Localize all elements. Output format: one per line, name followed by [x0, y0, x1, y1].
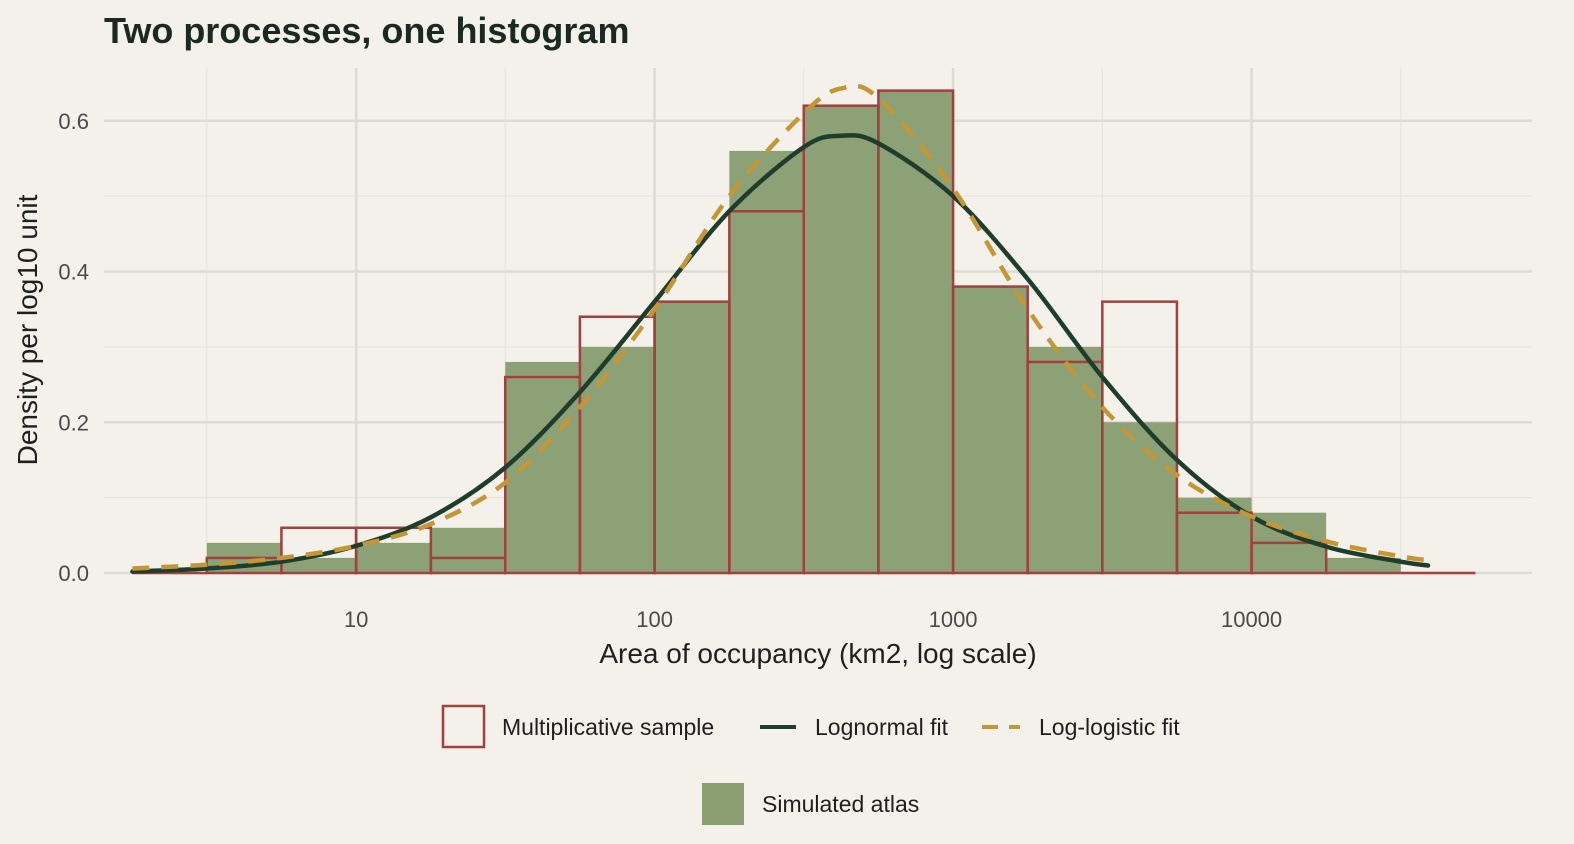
y-axis-title: Density per log10 unit [12, 194, 43, 465]
x-tick-label: 1000 [929, 607, 978, 632]
legend-item-simulated-atlas: Simulated atlas [702, 783, 919, 825]
simulated-atlas-bar [1326, 557, 1401, 573]
simulated-atlas-bar [729, 150, 804, 573]
legend-label: Simulated atlas [762, 791, 919, 817]
x-tick-label: 10000 [1221, 607, 1282, 632]
legend: Multiplicative sample Lognormal fit Log-… [441, 704, 1180, 825]
y-tick-label: 0.6 [58, 109, 89, 134]
simulated-atlas-bar [356, 542, 431, 573]
x-tick-label: 10 [344, 607, 368, 632]
legend-item-multiplicative-sample: Multiplicative sample [441, 704, 714, 749]
multiplicative-sample-bars [132, 89, 1476, 575]
legend-label: Lognormal fit [815, 714, 949, 740]
legend-label: Log-logistic fit [1039, 714, 1180, 740]
simulated-atlas-bar [654, 301, 730, 573]
y-tick-label: 0.4 [58, 260, 89, 285]
simulated-atlas-bar [579, 346, 655, 573]
x-axis-title: Area of occupancy (km2, log scale) [599, 638, 1036, 669]
simulated-atlas-bar [430, 527, 506, 573]
multiplicative-sample-bar [354, 526, 433, 575]
legend-label: Multiplicative sample [502, 714, 714, 740]
legend-swatch-filled [702, 783, 744, 825]
simulated-atlas-bar [281, 557, 357, 573]
lognormal-fit-line [130, 133, 1431, 574]
legend-item-lognormal-fit: Lognormal fit [760, 714, 949, 740]
fit-curves [130, 83, 1431, 574]
x-tick-label: 100 [636, 607, 673, 632]
multiplicative-sample-bar [1250, 541, 1328, 575]
simulated-atlas-bar [878, 90, 954, 573]
simulated-atlas-bar [1102, 422, 1177, 573]
chart-title: Two processes, one histogram [104, 10, 629, 51]
legend-item-log-logistic-fit: Log-logistic fit [982, 714, 1180, 740]
simulated-atlas-bar [505, 361, 580, 573]
log-logistic-fit-line [132, 83, 1429, 571]
y-tick-label: 0.0 [58, 561, 89, 586]
simulated-atlas-bar [1027, 346, 1103, 573]
legend-swatch-outline [441, 704, 486, 749]
y-tick-label: 0.2 [58, 410, 89, 435]
simulated-atlas-bar [953, 286, 1028, 573]
simulated-atlas-bar [803, 105, 879, 573]
multiplicative-sample-bar [1101, 300, 1179, 575]
tick-labels: 10 100 1000 10000 0.0 0.2 0.4 0.6 [58, 109, 1282, 632]
